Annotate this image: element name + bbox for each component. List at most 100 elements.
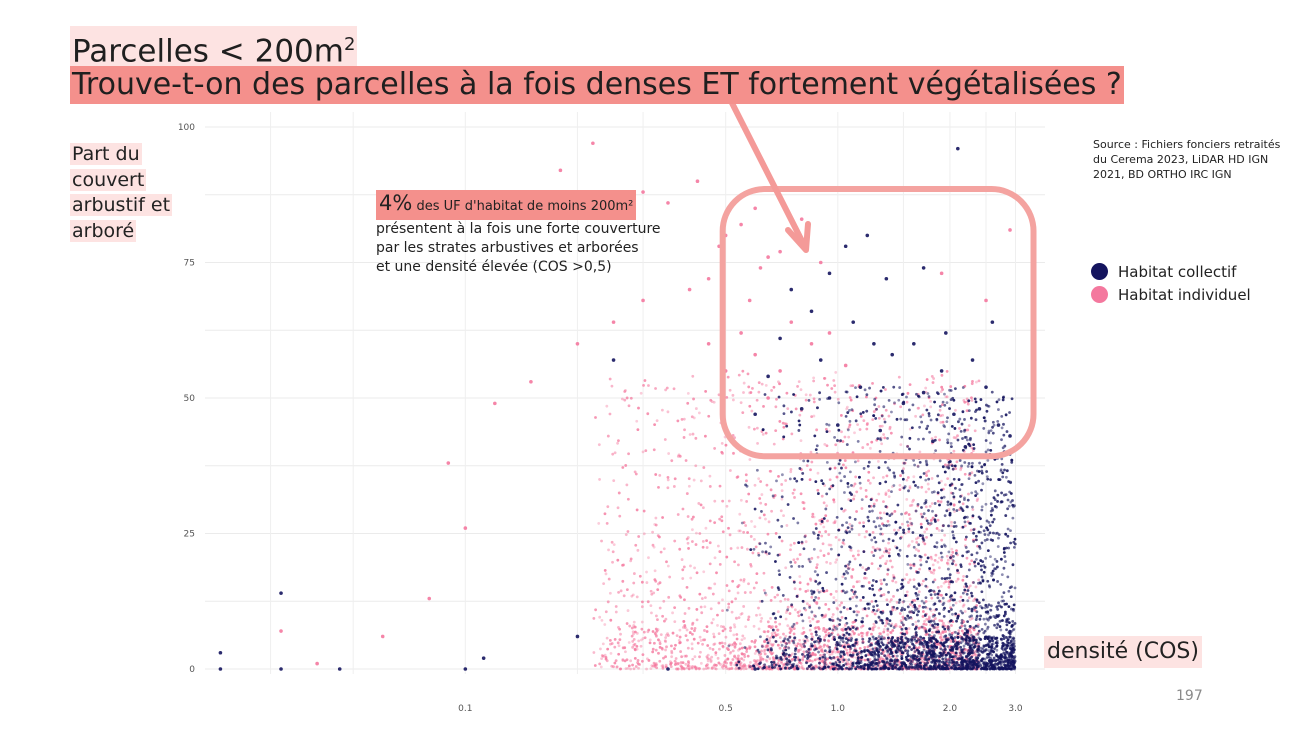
point-collectif-bg: [778, 664, 781, 668]
point-individuel-bg: [664, 655, 667, 659]
point-individuel-bg: [828, 562, 832, 565]
point-individuel-bg: [610, 642, 614, 645]
point-individuel-bg: [753, 525, 757, 529]
point-collectif-bg: [839, 610, 843, 614]
point-collectif-bg: [836, 658, 840, 662]
point-individuel-bg: [812, 376, 816, 380]
point-collectif-bg: [949, 556, 952, 559]
point-individuel-bg: [747, 385, 751, 389]
point-individuel-bg: [690, 647, 694, 651]
point-collectif-bg: [961, 554, 965, 558]
point-collectif-bg: [943, 392, 946, 396]
point-individuel-bg: [801, 626, 805, 630]
point-individuel-bg: [755, 581, 758, 585]
point-collectif-bg: [973, 473, 977, 477]
point-individuel-bg: [872, 622, 876, 626]
point-individuel-bg: [626, 530, 630, 533]
point-collectif-bg: [864, 654, 868, 658]
point-individuel-bg: [619, 632, 622, 636]
point-individuel-bg: [867, 470, 871, 474]
point-collectif-bg: [875, 407, 878, 411]
point-individuel-bg: [685, 628, 689, 632]
point-individuel-bg: [747, 582, 750, 586]
point-collectif-bg: [951, 603, 955, 607]
point-collectif-bg: [935, 665, 938, 669]
point-collectif-bg: [844, 662, 848, 666]
point-collectif-bg: [1000, 438, 1003, 442]
point-individuel-bg: [843, 508, 847, 512]
point-individuel-bg: [725, 555, 729, 559]
point-individuel-bg: [766, 620, 770, 624]
point-collectif-bg: [912, 562, 916, 566]
point-individuel-bg: [967, 492, 970, 496]
point-individuel-bg: [834, 443, 838, 447]
point-collectif-bg: [909, 659, 913, 663]
point-collectif-bg: [943, 606, 946, 610]
point-collectif-bg: [981, 598, 985, 602]
point-collectif-bg: [912, 545, 916, 549]
point-individuel-bg: [923, 542, 927, 546]
point-individuel-bg: [769, 642, 773, 646]
point-collectif-bg: [814, 596, 818, 599]
point-individuel-bg: [663, 438, 667, 441]
point-collectif-bg: [960, 422, 964, 426]
point-individuel-bg: [974, 585, 978, 589]
point-individuel-bg: [905, 400, 909, 404]
point-individuel-bg: [931, 563, 935, 567]
point-individuel-bg: [662, 599, 666, 603]
point-collectif-bg: [1000, 491, 1003, 495]
point-collectif-bg: [779, 615, 783, 619]
point-collectif-bg: [959, 495, 962, 498]
point-collectif-bg: [901, 632, 904, 636]
point-collectif-bg: [950, 661, 954, 665]
point-collectif-bg: [823, 649, 827, 653]
point-collectif-bg: [885, 617, 889, 620]
point-collectif-bg: [967, 477, 971, 480]
point-individuel-bg: [705, 546, 709, 549]
point-collectif-bg: [838, 635, 842, 639]
point-individuel-bg: [820, 534, 824, 538]
point-individuel-bg: [938, 566, 941, 570]
point-collectif-bg: [860, 666, 864, 670]
point-collectif-bg: [961, 448, 965, 452]
point-collectif-bg: [997, 408, 1000, 411]
point-individuel-bg: [860, 631, 863, 635]
point-individuel-bg: [622, 594, 626, 598]
point-collectif-bg: [847, 638, 850, 642]
point-individuel-bg: [841, 656, 845, 660]
y-tick-label: 0: [189, 665, 195, 675]
point-collectif-bg: [901, 471, 905, 475]
point-collectif-bg: [912, 458, 915, 462]
point-individuel-bg: [769, 488, 773, 492]
point-individuel-bg: [823, 376, 827, 380]
point-collectif-bg: [921, 537, 925, 540]
point-collectif-bg: [921, 534, 925, 538]
point-collectif-bg: [975, 469, 979, 473]
point-collectif-bg: [902, 599, 906, 603]
point-collectif-bg: [945, 664, 949, 667]
point-individuel-bg: [699, 605, 703, 609]
point-individuel-bg: [676, 419, 680, 423]
point-individuel-bg: [701, 545, 705, 549]
point-collectif-bg: [876, 516, 879, 520]
point-individuel-bg: [733, 625, 737, 629]
point-individuel-bg: [693, 627, 697, 630]
point-individuel-bg: [771, 643, 775, 647]
point-collectif-bg: [924, 630, 928, 634]
point-collectif-bg: [987, 603, 991, 607]
point-collectif-bg: [880, 640, 884, 644]
point-collectif-bg: [948, 460, 952, 463]
point-individuel-bg: [824, 603, 828, 606]
point-individuel-bg: [914, 414, 918, 418]
point-collectif-bg: [953, 427, 957, 430]
point-individuel-bg: [768, 657, 772, 661]
point-individuel-bg: [689, 564, 692, 568]
point-individuel-bg: [818, 530, 821, 534]
point-collectif-bg: [979, 638, 983, 641]
point-individuel-bg: [658, 473, 662, 477]
point-collectif-bg: [781, 649, 785, 653]
point-individuel-bg: [624, 650, 627, 654]
point-individuel-bg: [649, 589, 653, 593]
point-collectif-bg: [889, 610, 893, 614]
point-individuel-bg: [738, 666, 741, 670]
